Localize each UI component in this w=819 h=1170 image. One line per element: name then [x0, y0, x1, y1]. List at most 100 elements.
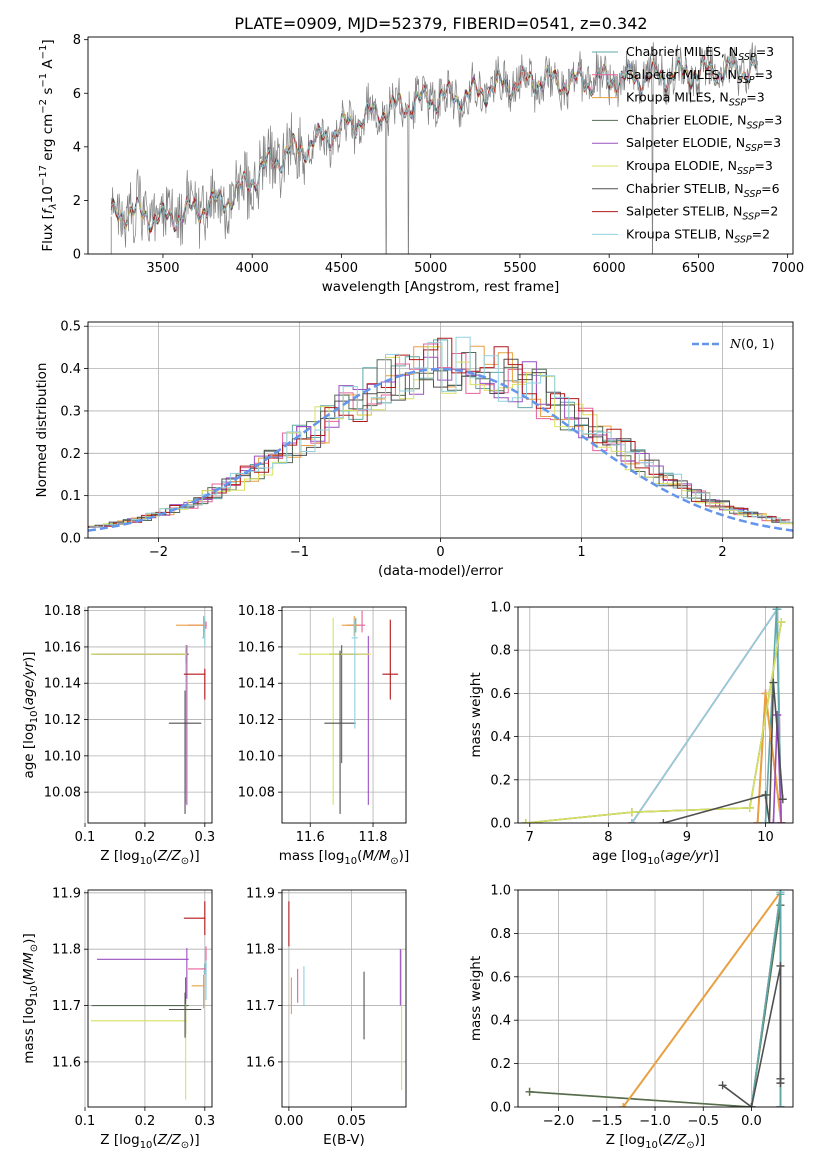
- chart-spectrum: 3500 4000 4500 5000 5500 6000 6500 7000 0 2 4 6 8 wav…: [38, 33, 804, 295]
- grid: [518, 606, 793, 824]
- y-tick-label: 8: [73, 33, 81, 48]
- legend-text: Salpeter ELODIE, N: [626, 135, 745, 150]
- error-bar-point: [351, 619, 358, 729]
- y-tick-label: 0.0: [490, 817, 511, 832]
- axis-label-part: (: [357, 848, 362, 864]
- y-tick-label: 10.18: [44, 604, 81, 619]
- residual-histogram: [88, 339, 786, 528]
- axis-label-part: erg cm: [40, 114, 56, 165]
- x-tick-label: 5000: [414, 261, 447, 276]
- error-bar-point: [90, 1003, 187, 1100]
- x-axis-label: wavelength [Angstrom, rest frame]: [322, 279, 560, 295]
- x-axis-label: mass [log10(M/M⊙)]: [279, 848, 409, 867]
- x-tick-label: −2: [149, 545, 168, 560]
- plot-area: [521, 607, 787, 823]
- y-tick-label: 0.2: [60, 447, 81, 462]
- mass-weight-marker: [619, 1103, 628, 1107]
- y-tick-label: 4: [73, 140, 81, 155]
- x-tick-label: 0.05: [337, 1114, 366, 1129]
- x-tick-label: 0: [436, 545, 444, 560]
- x-axis-label: Z [log10(Z/Z⊙)]: [100, 1132, 199, 1151]
- legend-sub: SSP: [742, 212, 760, 223]
- y-tick-label: 0.0: [60, 532, 81, 547]
- mass-weight-marker: [776, 1079, 785, 1088]
- residual-histogram: [88, 337, 791, 528]
- axis-label-part: M/M: [362, 848, 390, 864]
- mass-weight-marker: [776, 961, 785, 970]
- axis-label-part: Z [log: [100, 1132, 139, 1148]
- y-axis-label: mass weight: [468, 956, 484, 1041]
- axis-label-part: Z [log: [100, 848, 139, 864]
- axis-label-part: f: [40, 207, 56, 214]
- y-tick-label: 0: [73, 248, 81, 263]
- legend-sub: SSP: [729, 98, 747, 109]
- x-tick-label: 2: [718, 545, 726, 560]
- grid: [84, 607, 212, 823]
- axis-label-part: −1: [38, 73, 49, 88]
- legend-symbol: N: [729, 336, 742, 351]
- mass-weight-marker: [765, 819, 774, 823]
- y-tick-label: 11.6: [52, 1055, 81, 1070]
- y-tick-label: 0.0: [490, 1101, 511, 1116]
- normal-reference-curve: [88, 367, 793, 532]
- error-bar-point: [168, 992, 202, 1038]
- figure-title: PLATE=0909, MJD=52379, FIBERID=0541, z=0…: [234, 14, 647, 33]
- axis-label-part: mass [log: [279, 848, 345, 864]
- legend-text: Kroupa STELIB, N: [626, 226, 734, 241]
- y-tick-label: 0.4: [490, 1014, 511, 1029]
- axis-label-part: Z/Z: [662, 1132, 687, 1148]
- x-axis-label: Z [log10(Z/Z⊙)]: [100, 848, 199, 867]
- x-tick-label: 0.2: [135, 1114, 156, 1129]
- axis-label-part: ⊙: [686, 1140, 694, 1151]
- y-tick-label: 0.4: [60, 362, 81, 377]
- x-tick-label: 10: [757, 830, 774, 845]
- legend-sub: SSP: [738, 52, 756, 63]
- x-tick-label: 0.3: [194, 830, 215, 845]
- error-bar-point: [341, 616, 359, 637]
- mass-weight-marker: [765, 689, 774, 698]
- x-tick-label: −1: [290, 545, 309, 560]
- axis-label-part: Z/Z: [157, 848, 182, 864]
- y-tick-label: 0.1: [60, 489, 81, 504]
- legend-text: Salpeter STELIB, N: [626, 204, 742, 219]
- axis-label-part: ]: [40, 39, 56, 44]
- x-tick-label: −1.5: [591, 1114, 623, 1129]
- axis-label-part: 10: [140, 1140, 153, 1151]
- axis-label-part: 10: [40, 186, 56, 203]
- grid: [282, 607, 406, 823]
- legend-text: Chabrier MILES, N: [626, 44, 738, 59]
- axis-label-part: M/M: [21, 952, 37, 980]
- y-tick-label: 10.18: [238, 604, 275, 619]
- x-tick-label: 4500: [325, 261, 358, 276]
- mass-weight-marker: [627, 819, 636, 823]
- plot-area: [88, 336, 793, 532]
- x-tick-label: 3500: [146, 261, 179, 276]
- y-tick-label: 10.08: [238, 786, 275, 801]
- legend-entry: Kroupa MILES, NSSP=3: [626, 90, 765, 109]
- y-tick-label: 11.7: [246, 999, 275, 1014]
- axis-label-part: age [log: [592, 848, 647, 864]
- axes-frame: [281, 889, 407, 1108]
- y-tick-label: 1.0: [490, 884, 511, 899]
- x-tick-label: 7: [526, 830, 534, 845]
- mass-weight-marker: [718, 1081, 727, 1090]
- axis-label-part: Z [log: [606, 1132, 645, 1148]
- axis-label-part: 10: [645, 1140, 658, 1151]
- axis-label-part: )]: [189, 848, 200, 864]
- mass-weight-marker: [525, 1087, 534, 1096]
- error-bar-point: [96, 645, 189, 805]
- legend-entry: Salpeter ELODIE, NSSP=3: [626, 135, 781, 154]
- x-tick-label: 0.1: [75, 830, 96, 845]
- axis-label-part: 10: [344, 856, 357, 867]
- y-tick-label: 10.10: [238, 749, 275, 764]
- y-tick-label: 10.14: [44, 677, 81, 692]
- error-bar-point: [90, 645, 187, 804]
- mass-weight-marker: [769, 678, 778, 687]
- axes-frame: [87, 889, 213, 1108]
- axes-frame: [281, 606, 407, 824]
- mass-weight-marker: [761, 790, 770, 799]
- y-tick-label: 11.8: [52, 943, 81, 958]
- y-tick-label: 0.6: [490, 687, 511, 702]
